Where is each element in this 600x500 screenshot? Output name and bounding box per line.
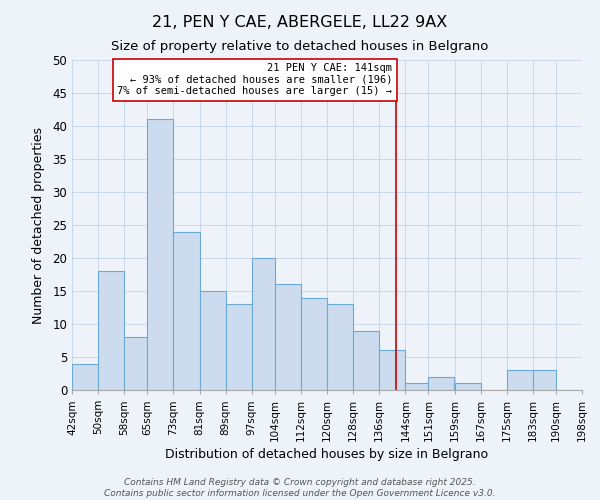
Y-axis label: Number of detached properties: Number of detached properties [32,126,46,324]
Bar [173,232,200,390]
Bar [353,330,379,390]
Bar [98,271,124,390]
Text: 21, PEN Y CAE, ABERGELE, LL22 9AX: 21, PEN Y CAE, ABERGELE, LL22 9AX [152,15,448,30]
Bar [455,384,481,390]
Bar [226,304,252,390]
Bar [72,364,98,390]
Bar [275,284,301,390]
Bar [507,370,533,390]
Bar [428,377,455,390]
Bar [124,337,147,390]
Bar [406,384,428,390]
Bar [200,291,226,390]
Text: 21 PEN Y CAE: 141sqm
← 93% of detached houses are smaller (196)
7% of semi-detac: 21 PEN Y CAE: 141sqm ← 93% of detached h… [118,64,392,96]
Text: Size of property relative to detached houses in Belgrano: Size of property relative to detached ho… [112,40,488,53]
Bar [147,120,173,390]
X-axis label: Distribution of detached houses by size in Belgrano: Distribution of detached houses by size … [166,448,488,461]
Bar [379,350,406,390]
Text: Contains HM Land Registry data © Crown copyright and database right 2025.
Contai: Contains HM Land Registry data © Crown c… [104,478,496,498]
Bar [252,258,275,390]
Bar [533,370,556,390]
Bar [327,304,353,390]
Bar [301,298,327,390]
